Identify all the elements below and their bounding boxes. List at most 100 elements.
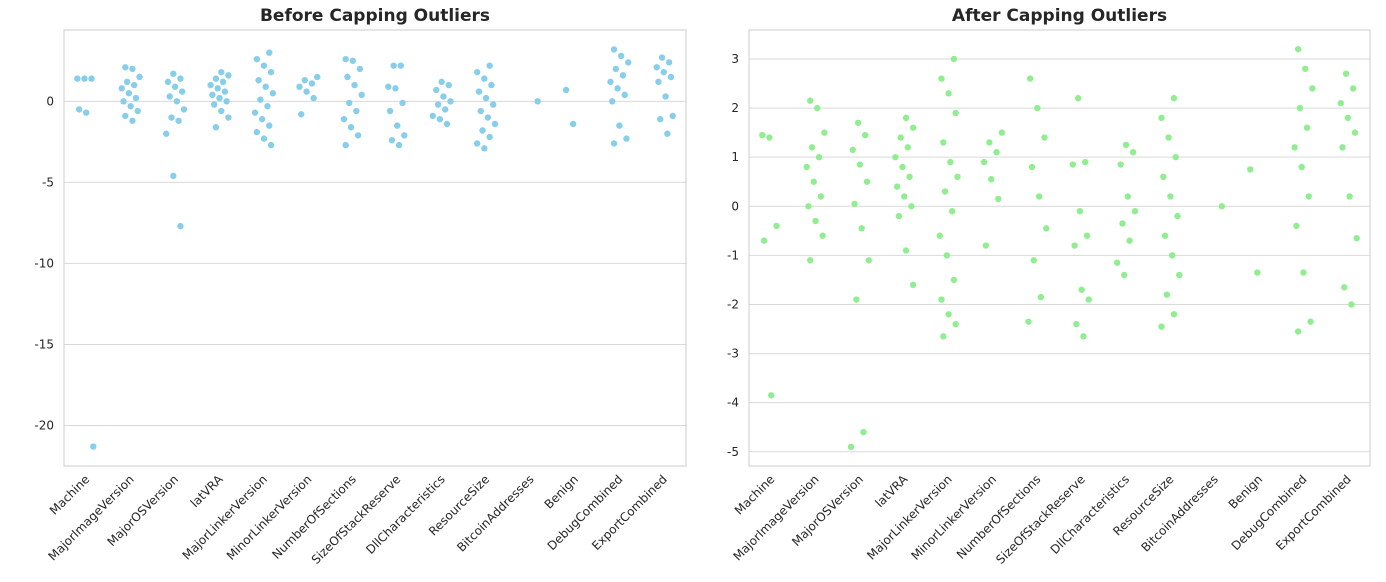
point <box>803 163 810 171</box>
point <box>653 64 660 71</box>
y-tick-label: -4 <box>727 396 739 410</box>
y-tick-label: 0 <box>46 94 54 108</box>
point <box>1071 242 1078 249</box>
point <box>385 83 392 90</box>
point <box>1298 163 1305 171</box>
plot-frame <box>748 29 1371 467</box>
point <box>943 252 951 259</box>
point <box>216 94 223 102</box>
x-tick-label: Benign <box>1226 472 1265 511</box>
point <box>162 130 170 137</box>
point <box>1042 225 1050 232</box>
point <box>814 104 821 112</box>
point <box>1030 257 1037 264</box>
point <box>982 242 990 249</box>
point <box>938 75 945 82</box>
point <box>257 96 264 103</box>
point <box>895 212 903 220</box>
point <box>1073 320 1080 328</box>
point <box>1296 104 1304 112</box>
point <box>342 55 349 63</box>
point <box>534 98 541 105</box>
point <box>612 65 620 73</box>
point <box>122 64 129 71</box>
point <box>1041 134 1048 141</box>
point <box>812 217 819 225</box>
point <box>129 117 136 124</box>
point <box>218 107 225 115</box>
point <box>296 83 303 90</box>
point <box>253 55 261 63</box>
x-tick-label: Machine <box>732 472 777 517</box>
y-tick-label: -15 <box>34 337 54 351</box>
point <box>1117 161 1124 168</box>
chart-title: After Capping Outliers <box>952 6 1167 26</box>
point <box>662 93 669 100</box>
x-tick-label: latVRA <box>872 472 911 511</box>
point <box>1163 291 1171 298</box>
y-tick-label: -1 <box>727 248 739 262</box>
point <box>1034 104 1041 112</box>
point <box>129 65 136 73</box>
point <box>1348 301 1355 308</box>
point <box>481 75 488 82</box>
point <box>386 107 394 115</box>
x-tick-label: Machine <box>47 472 92 517</box>
point <box>388 137 396 144</box>
point <box>773 222 780 230</box>
point <box>950 55 958 63</box>
point <box>854 119 862 126</box>
x-tick-label: DllCharacteristics <box>363 472 448 557</box>
point <box>207 81 214 89</box>
point <box>902 114 910 122</box>
point <box>351 81 358 89</box>
point <box>897 134 904 141</box>
point <box>766 134 773 141</box>
point <box>1113 259 1121 266</box>
point <box>1337 99 1344 107</box>
point <box>262 83 269 90</box>
point <box>1119 220 1126 227</box>
point <box>347 124 355 131</box>
x-tick-label: ExportCombined <box>1273 472 1354 553</box>
point <box>81 75 88 82</box>
point <box>434 101 442 108</box>
point <box>945 90 952 97</box>
point <box>657 115 664 123</box>
point <box>390 62 397 69</box>
point <box>1341 284 1348 291</box>
point <box>625 59 632 66</box>
x-tick-label: MinorLinkerVersion <box>908 472 999 563</box>
point <box>1302 65 1309 72</box>
point <box>1170 311 1178 318</box>
point <box>173 98 181 105</box>
point <box>1165 134 1172 141</box>
point <box>212 75 220 82</box>
point <box>225 72 232 79</box>
point <box>353 107 360 115</box>
point <box>1035 193 1043 200</box>
point <box>1085 296 1092 303</box>
x-tick-label: BitcoinAddresses <box>1138 472 1220 554</box>
y-tick-label: -3 <box>727 347 739 361</box>
y-tick-label: -20 <box>34 418 54 432</box>
point <box>607 78 614 86</box>
point <box>621 91 628 99</box>
point <box>170 70 177 77</box>
point <box>987 176 995 183</box>
point <box>178 88 186 95</box>
point <box>473 140 481 147</box>
point <box>807 257 814 264</box>
point <box>616 122 623 129</box>
point <box>225 114 232 121</box>
point <box>909 124 917 131</box>
point <box>354 132 362 139</box>
point <box>1307 318 1314 325</box>
point <box>436 115 444 123</box>
point <box>986 139 993 146</box>
point <box>1124 193 1132 200</box>
point <box>1167 193 1174 200</box>
point <box>817 193 825 200</box>
point <box>938 296 945 303</box>
point <box>481 145 488 152</box>
